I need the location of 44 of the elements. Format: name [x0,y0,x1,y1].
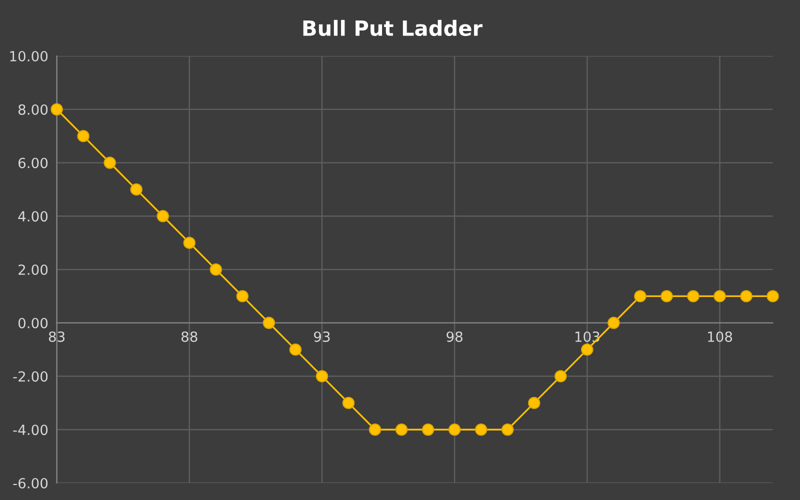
point [448,424,461,436]
point [528,396,540,410]
x-tick-label: 108 [708,331,732,342]
y-tick-label: 0.00 [18,318,48,328]
y-tick-label: -4.00 [13,424,48,436]
point [77,130,90,142]
x-tick-label: 93 [314,331,330,342]
point [714,290,726,302]
point [183,236,196,249]
point [687,290,700,302]
point [554,370,567,382]
point [50,103,63,116]
point [156,210,169,222]
point [634,290,646,302]
point [422,424,434,436]
point [262,316,276,329]
point [236,290,249,302]
point [210,263,222,276]
point [289,343,302,356]
x-tick-label: 83 [48,331,65,342]
y-tick-label: -2.00 [13,371,48,382]
point [316,370,328,382]
point [395,424,408,436]
point [766,290,779,302]
y-tick-label: 4.00 [18,211,48,222]
point [740,290,752,302]
point [660,290,673,302]
chart-title: Bull Put Ladder [303,20,483,36]
y-tick-label: 2.00 [18,264,48,275]
point [368,424,382,436]
point [608,316,620,329]
y-tick-label: 8.00 [18,104,48,115]
point [130,183,142,196]
x-tick-label: 88 [182,331,198,342]
x-tick-label: 103 [575,331,600,342]
y-tick-label: -6.00 [13,478,48,488]
x-tick-label: 98 [446,331,462,342]
point [104,156,116,169]
point [581,343,594,356]
y-tick-label: 6.00 [18,158,48,168]
point [502,424,514,436]
point [474,424,488,436]
point [342,396,355,410]
y-tick-label: 10.00 [10,50,48,62]
